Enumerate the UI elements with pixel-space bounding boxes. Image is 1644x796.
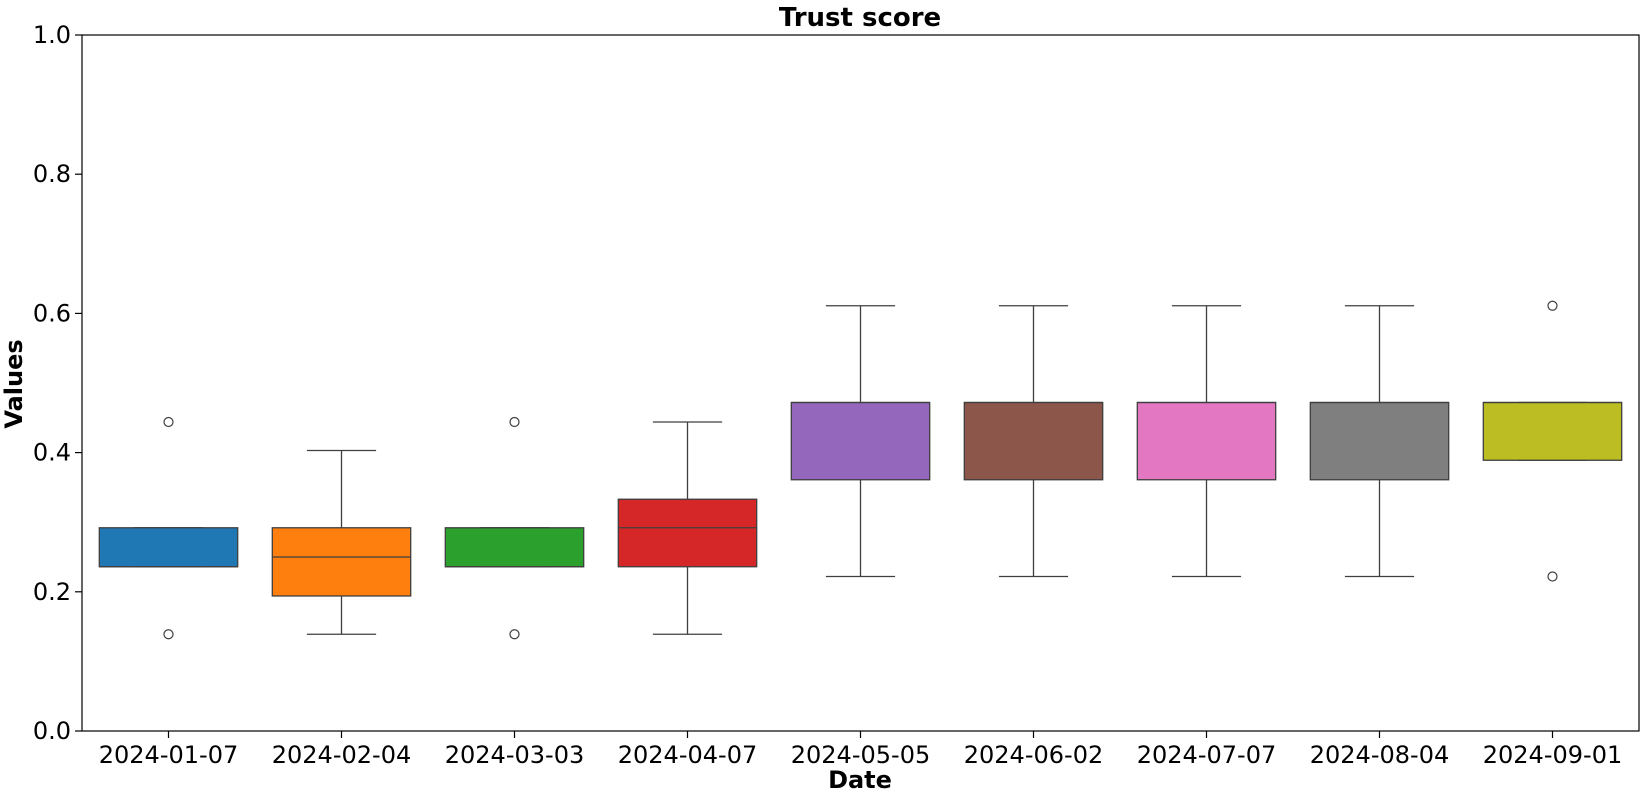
x-tick-label: 2024-04-07 <box>618 741 757 769</box>
y-tick-label: 0.0 <box>33 717 71 745</box>
y-tick-label: 0.8 <box>33 160 71 188</box>
y-axis: 0.0 0.2 0.4 0.6 0.8 1.0 <box>33 21 82 745</box>
iqr-box <box>617 498 758 568</box>
iqr-box <box>790 401 931 481</box>
iqr-box <box>1309 401 1450 481</box>
y-tick-label: 0.6 <box>33 299 71 327</box>
boxes-group <box>98 300 1623 640</box>
x-tick-label: 2024-05-05 <box>791 741 930 769</box>
x-tick-label: 2024-08-04 <box>1310 741 1449 769</box>
y-tick-label: 0.4 <box>33 439 71 467</box>
box-2024-06-02 <box>963 305 1104 578</box>
box-2024-08-04 <box>1309 305 1450 578</box>
box-2024-01-07 <box>98 416 239 640</box>
iqr-box <box>271 527 412 597</box>
outlier-point <box>1547 571 1558 582</box>
iqr-box <box>1136 401 1277 481</box>
box-2024-04-07 <box>617 421 758 635</box>
box-2024-05-05 <box>790 305 931 578</box>
outlier-point <box>509 629 520 640</box>
y-tick-label: 1.0 <box>33 21 71 49</box>
x-tick-label: 2024-02-04 <box>272 741 411 769</box>
box-2024-03-03 <box>444 416 585 640</box>
box-2024-09-01 <box>1482 300 1623 582</box>
x-tick-label: 2024-06-02 <box>964 741 1103 769</box>
x-axis: 2024-01-07 2024-02-04 2024-03-03 2024-04-07… <box>99 731 1622 769</box>
x-axis-label: Date <box>828 766 892 794</box>
iqr-box <box>1482 401 1623 461</box>
iqr-box <box>98 527 239 568</box>
box-2024-02-04 <box>271 449 412 635</box>
x-tick-label: 2024-09-01 <box>1483 741 1622 769</box>
iqr-box <box>963 401 1104 481</box>
x-tick-label: 2024-01-07 <box>99 741 238 769</box>
x-tick-label: 2024-07-07 <box>1137 741 1276 769</box>
outlier-point <box>509 416 520 428</box>
outlier-point <box>1547 300 1558 311</box>
chart-title: Trust score <box>779 3 941 33</box>
x-tick-label: 2024-03-03 <box>445 741 584 769</box>
y-tick-label: 0.2 <box>33 578 71 606</box>
box-2024-07-07 <box>1136 305 1277 578</box>
iqr-box <box>444 527 585 568</box>
y-axis-label: Values <box>0 339 28 428</box>
outlier-point <box>163 629 174 640</box>
outlier-point <box>163 416 174 428</box>
